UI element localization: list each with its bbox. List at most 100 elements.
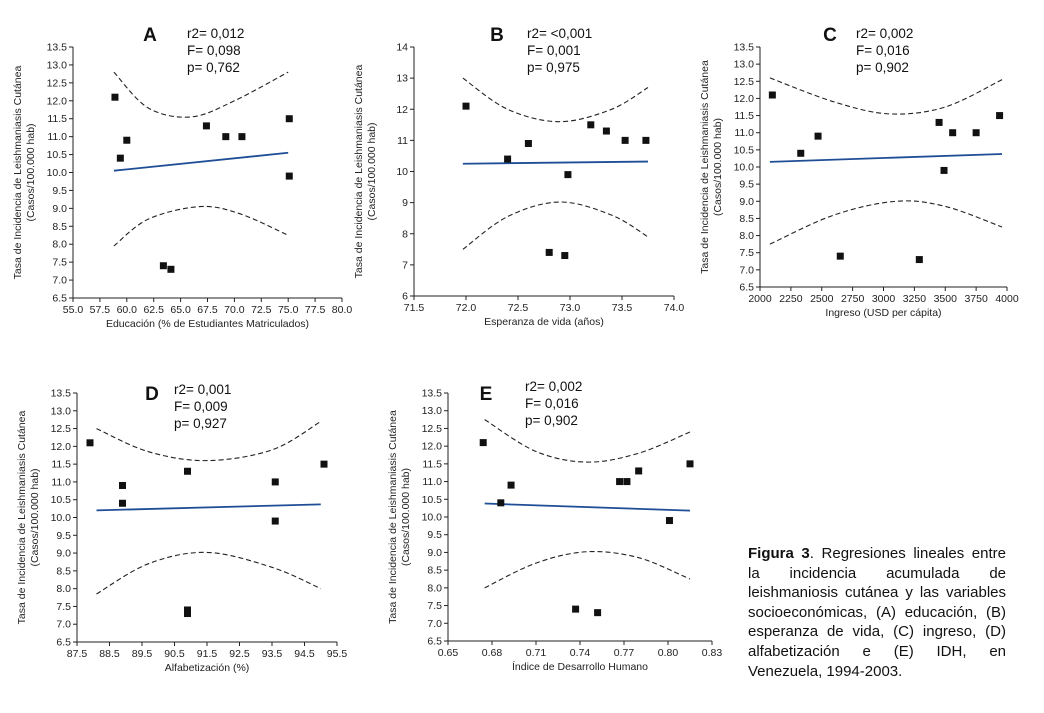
panel-a-letter: A <box>143 25 157 46</box>
panel-d-x-tick-label: 92.5 <box>229 648 250 660</box>
panel-e-stat-line: p= 0,902 <box>525 413 578 428</box>
panel-e-y-tick-label: 11.5 <box>422 458 442 470</box>
panel-a-y-tick-label: 12.5 <box>47 77 68 89</box>
panel-e-regression-line <box>484 502 691 512</box>
panel-b-y-tick-label: 6 <box>402 291 408 303</box>
panel-d-y-tick-label: 10.5 <box>51 494 72 506</box>
panel-d-x-tick-label: 94.5 <box>294 648 315 660</box>
panel-e-y-tick-label: 8.5 <box>427 565 442 577</box>
panel-e-data-point <box>507 481 515 489</box>
panel-e-y-tick-label: 12.0 <box>422 441 443 453</box>
panel-a-x-tick-label: 67.5 <box>197 304 218 316</box>
panel-d-y-tick-label: 7.5 <box>56 601 71 613</box>
panel-a-data-point <box>159 262 167 270</box>
panel-d-stat-line: r2= 0,001 <box>174 382 231 397</box>
panel-d-y-tick-label: 8.0 <box>56 583 71 595</box>
panel-c-x-tick-label: 3250 <box>903 293 927 305</box>
caption-label: Figura 3 <box>748 545 810 562</box>
panel-d-x-tick-label: 93.5 <box>262 648 283 660</box>
panel-a-y-tick-label: 9.5 <box>52 185 67 197</box>
panel-a-y-tick-label: 10.5 <box>47 149 68 161</box>
panel-e-x-tick-label: 0.74 <box>570 647 591 659</box>
panel-c-y-tick-label: 11.0 <box>734 127 754 139</box>
panel-c-x-axis-label: Ingreso (USD per cápita) <box>825 307 941 319</box>
panel-a-stat-line: p= 0,762 <box>187 60 240 75</box>
panel-b-ci-lower <box>462 201 649 250</box>
panel-d-data-point <box>86 439 94 447</box>
panel-d-x-tick-label: 89.5 <box>132 648 153 660</box>
panel-d-y-tick-label: 12.5 <box>51 423 72 435</box>
panel-d-y-tick-label: 6.5 <box>56 637 71 649</box>
panel-c-x-tick-label: 3750 <box>964 293 988 305</box>
panel-b-x-tick-label: 73.5 <box>612 302 633 314</box>
panel-a-data-point <box>123 136 131 144</box>
panel-d-y-tick-label: 8.5 <box>56 565 71 577</box>
panel-b-data-point <box>561 252 569 260</box>
panel-e-data-point <box>479 439 487 447</box>
panel-b-y-tick-label: 12 <box>396 104 408 116</box>
panel-e-data-point <box>686 460 694 468</box>
panel-a-y-tick-label: 8.5 <box>52 221 67 233</box>
panel-a-x-tick-label: 62.5 <box>143 304 164 316</box>
panel-b-y-tick-label: 8 <box>402 228 408 240</box>
panel-c-y-tick-label: 9.0 <box>739 196 754 208</box>
panel-a-y-tick-label: 13.5 <box>47 42 68 54</box>
panel-a-y-tick-label: 6.5 <box>52 293 67 305</box>
panel-b-x-axis-label: Esperanza de vida (años) <box>484 316 604 328</box>
panel-a-y-tick-label: 7.0 <box>52 275 67 287</box>
caption-text: . Regresiones lineales entre la incidenc… <box>748 545 1006 680</box>
panel-e-y-tick-label: 9.5 <box>427 529 442 541</box>
panel-e-y-tick-label: 11.0 <box>422 476 442 488</box>
panel-b-y-tick-label: 10 <box>396 166 408 178</box>
panel-c-y-tick-label: 10.5 <box>734 144 755 156</box>
panel-c-data-point <box>836 252 844 260</box>
panel-c-y-tick-label: 13.5 <box>734 42 755 54</box>
panel-c-data-point <box>949 129 957 137</box>
panel-e-y-tick-label: 9.0 <box>427 547 442 559</box>
panel-c-y-tick-label: 7.5 <box>739 247 754 259</box>
panel-c-chart: 6.5 7.0 7.5 8.0 8.5 9.0 9.5 10.0 10.5 11.0 11.5 12.… <box>699 25 1019 319</box>
panel-b-y-axis-unit: (Casos/100.000 hab) <box>366 122 378 220</box>
panel-e-ci-lower <box>484 550 691 589</box>
panel-d-data-point <box>184 610 191 618</box>
panel-e-letter: E <box>480 384 493 405</box>
panel-a-x-tick-label: 72.5 <box>251 304 272 316</box>
panel-e-y-tick-label: 7.0 <box>427 618 442 630</box>
panel-c-stat-line: F= 0,016 <box>856 43 910 58</box>
panel-c-ci-lower <box>769 200 1003 245</box>
panel-e-data-point <box>635 467 643 475</box>
panel-d-y-tick-label: 13.0 <box>51 405 72 417</box>
panel-c-data-point <box>935 118 943 126</box>
panel-a-regression-line <box>113 151 289 172</box>
panel-a-x-tick-label: 57.5 <box>90 304 111 316</box>
panel-c-x-tick-label: 2000 <box>748 293 772 305</box>
panel-d-stat-line: p= 0,927 <box>174 416 227 431</box>
panel-b-data-point <box>524 139 532 147</box>
panel-a-x-tick-label: 77.5 <box>305 304 326 316</box>
panel-b-data-point <box>602 127 610 135</box>
panel-e-y-tick-label: 13.0 <box>422 405 443 417</box>
panel-b-regression-line <box>462 160 649 165</box>
panel-c-data-point <box>996 112 1004 120</box>
panel-b-chart: 6 7 8 9 10 11 12 13 14 71.5 72.0 72.5 73.0 73.5 74.0 Es… <box>353 25 684 328</box>
panel-c-y-tick-label: 8.5 <box>739 213 754 225</box>
panel-b-x-tick-label: 73.0 <box>560 302 581 314</box>
panel-a-ci-upper <box>113 71 289 118</box>
panel-a-stat-line: r2= 0,012 <box>187 26 244 41</box>
panel-c-stat-line: p= 0,902 <box>856 60 909 75</box>
panel-e-y-axis-unit: (Casos/100.000 hab) <box>400 468 412 566</box>
panel-d-y-tick-label: 12.0 <box>51 441 72 453</box>
panel-a-x-axis-label: Educación (% de Estudiantes Matriculados… <box>106 318 309 330</box>
figure-caption: Figura 3. Regresiones lineales entre la … <box>748 544 1006 681</box>
panel-c-data-point <box>768 91 776 99</box>
panel-d-y-axis-unit: (Casos/100.000 hab) <box>29 468 41 566</box>
panel-b-data-point <box>504 155 512 163</box>
panel-d-data-point <box>271 478 279 486</box>
panel-e-y-tick-label: 7.5 <box>427 600 442 612</box>
panel-e-stat-line: F= 0,016 <box>525 396 579 411</box>
panel-a-data-point <box>285 115 293 123</box>
panel-c-x-tick-label: 3500 <box>934 293 958 305</box>
panel-a-data-point <box>202 122 210 130</box>
panel-c-y-tick-label: 6.5 <box>739 282 754 294</box>
panel-d-y-tick-label: 13.5 <box>51 388 72 400</box>
